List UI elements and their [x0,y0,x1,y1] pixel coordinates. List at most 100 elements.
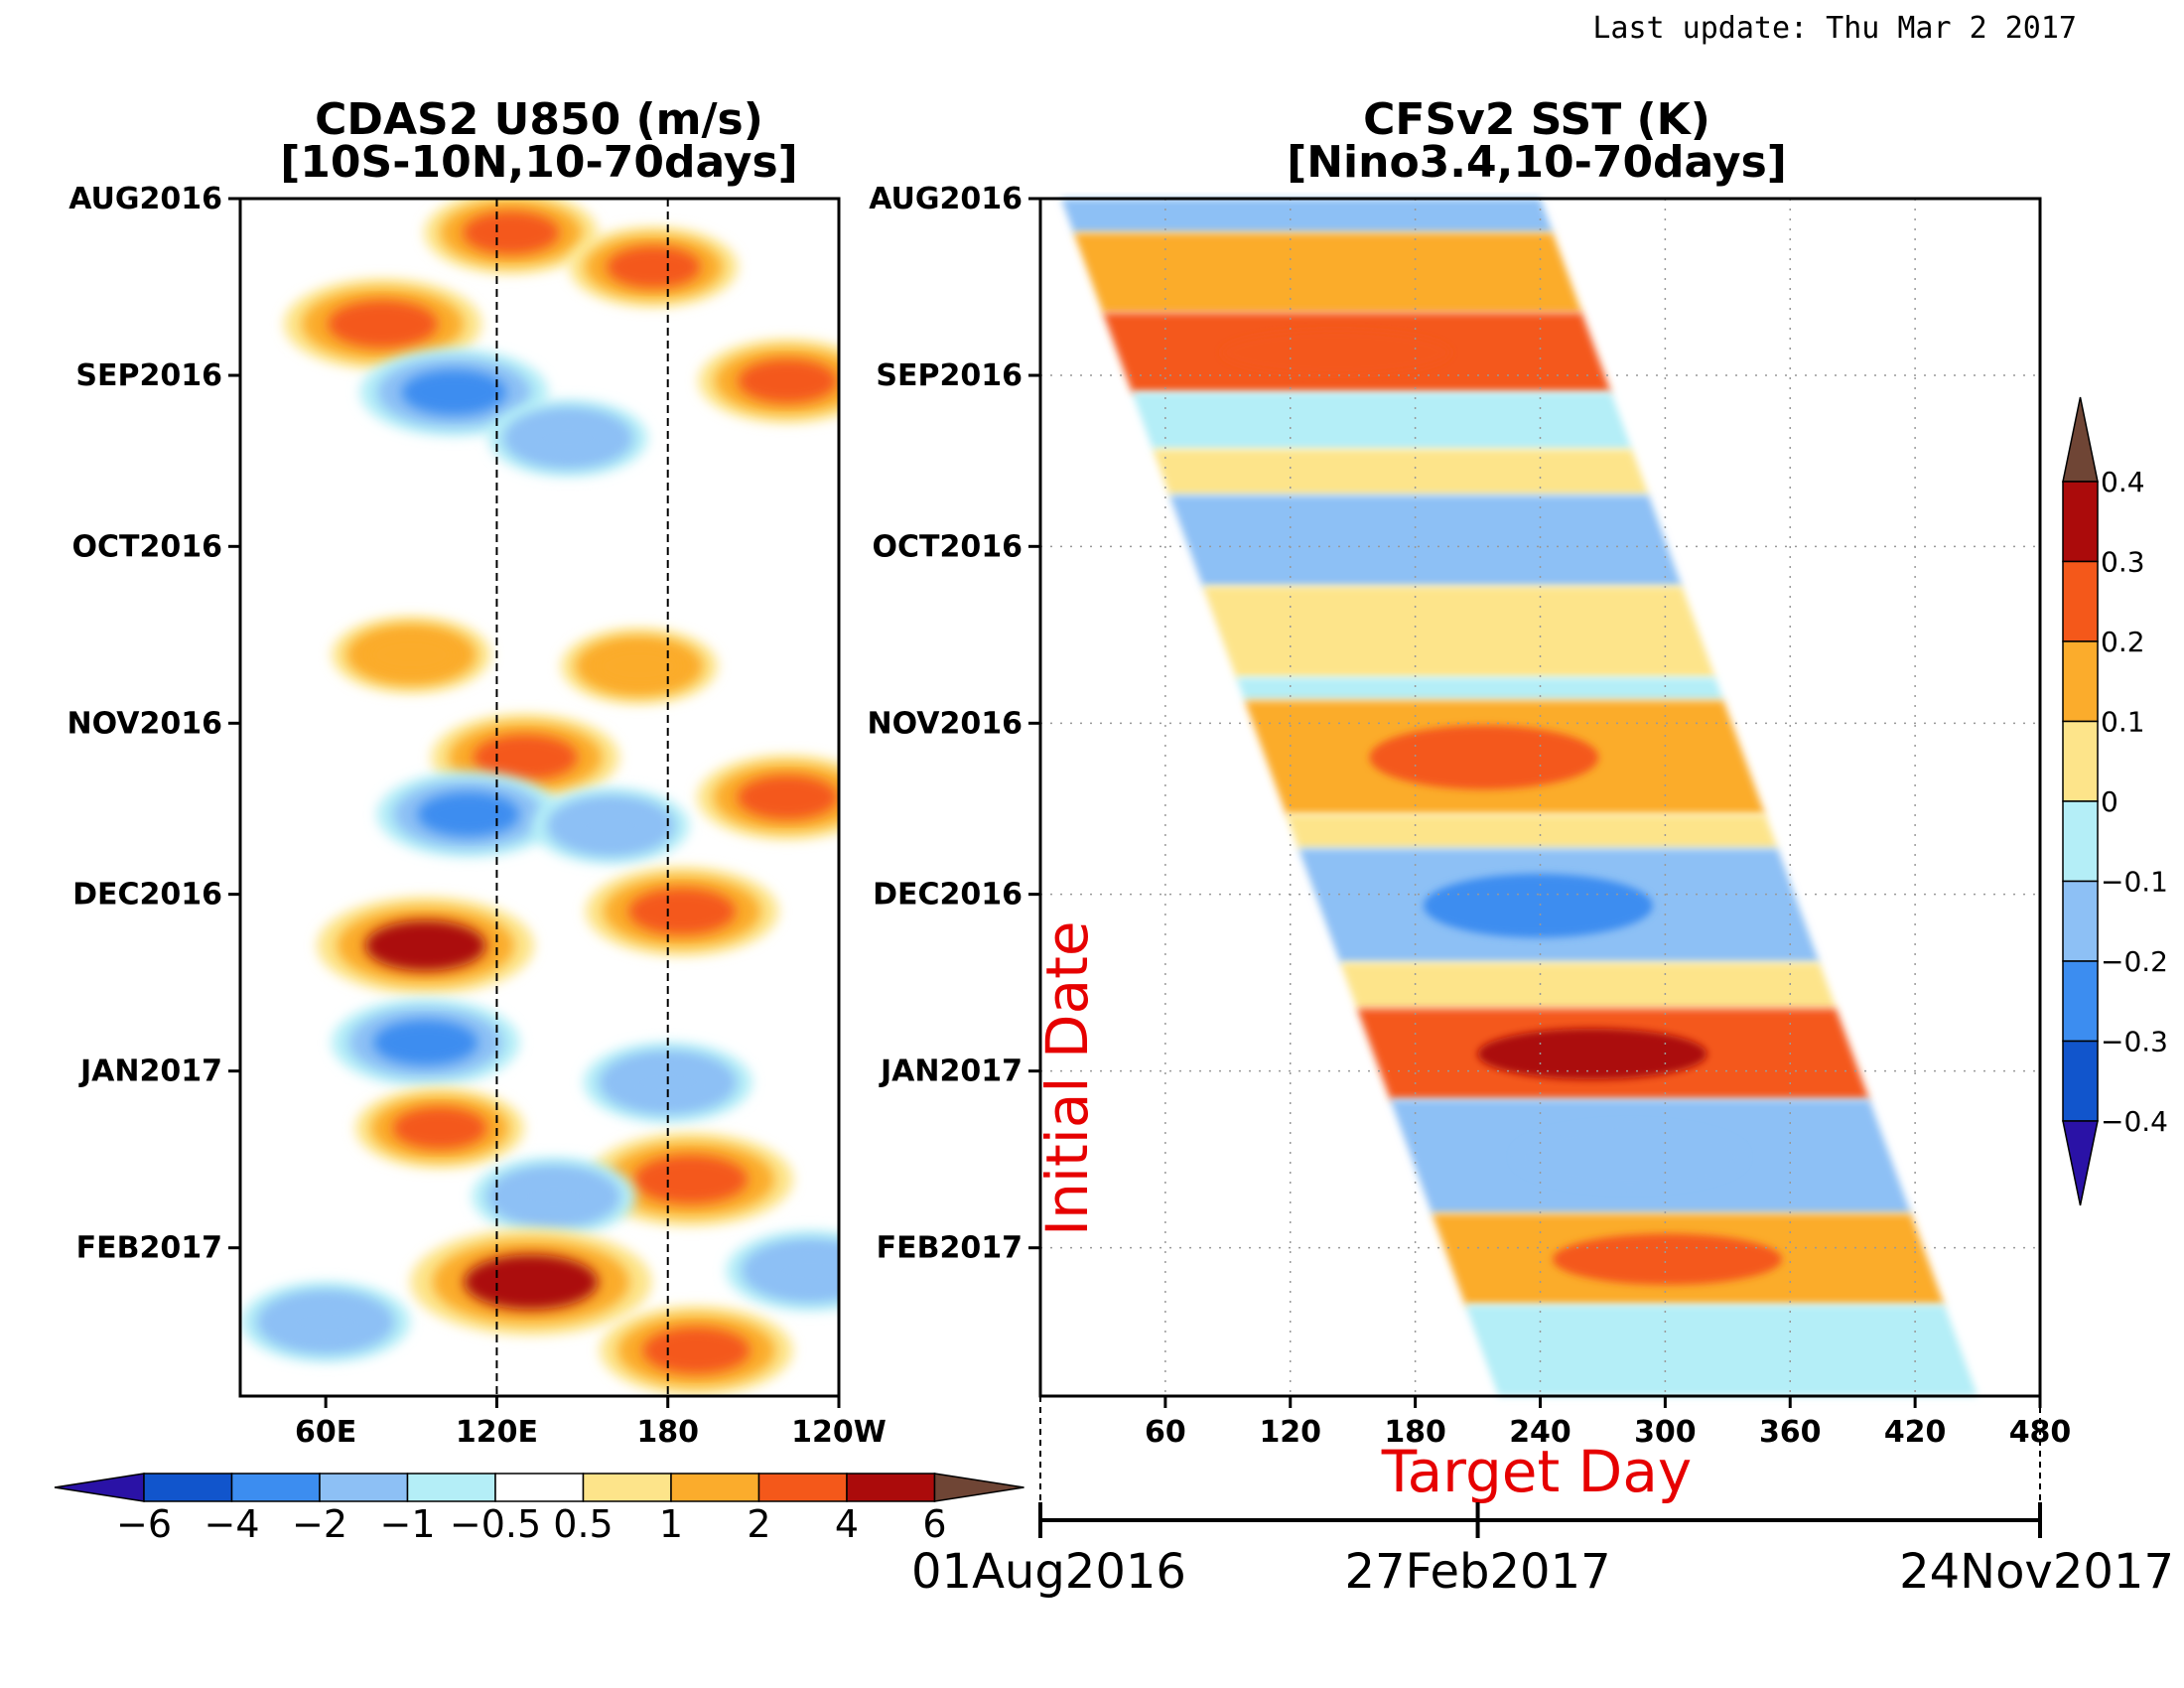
sst-band [1060,199,1554,233]
left-colorbar: −6 −4 −2 −1 −0.5 0.5 1 2 4 6 [54,1473,1024,1546]
x-tick-label: 240 [1509,1415,1571,1450]
sst-band-core [1369,725,1599,789]
left-panel: CDAS2 U850 (m/s) [10S-10N,10-70days] AUG… [54,94,1024,1546]
right-xlabel: Target Day [1381,1438,1692,1505]
colorbar-high-arrow [2062,396,2099,483]
colorbar-label: −0.5 [450,1502,541,1546]
anomaly-core [567,805,655,846]
colorbar-label: −4 [204,1502,259,1546]
colorbar-label: 0.2 [2101,626,2145,658]
anomaly-core [738,358,838,403]
colorbar-segment [406,1473,496,1502]
x-tick-label: 120W [791,1415,887,1450]
colorbar-label: 0.4 [2101,466,2145,498]
anomaly-core [507,1176,600,1217]
anomaly-core [763,1249,839,1292]
sst-band [1236,677,1724,701]
anomaly-core [417,791,520,837]
anomaly-core [642,1327,751,1374]
colorbar-segment [2062,960,2099,1043]
right-y-axis: AUG2016 SEP2016 OCT2016 NOV2016 DEC2016 JAN20… [867,182,1040,1266]
colorbar-segment [143,1473,233,1502]
sst-band [1286,814,1778,849]
sst-band [1169,494,1683,587]
colorbar-label: 0 [2101,785,2118,818]
sst-band [1464,1305,1979,1396]
anomaly-core [737,774,838,820]
x-tick-label: 60 [1145,1415,1186,1450]
x-tick-label: 420 [1884,1415,1947,1450]
colorbar-segment [670,1473,760,1502]
sst-band-core [1477,1028,1707,1080]
colorbar-label: 0.3 [2101,546,2145,579]
right-x-axis: 60 120 180 240 300 360 420 480 [1145,1396,2071,1450]
anomaly-core [633,1155,749,1204]
colorbar-label: 2 [747,1502,770,1546]
colorbar-label: −2 [292,1502,347,1546]
anomaly-core [596,646,683,686]
colorbar-segment [2062,720,2099,802]
y-tick-label: NOV2016 [867,706,1023,741]
colorbar-segment [2062,640,2099,723]
colorbar-label: 1 [659,1502,683,1546]
colorbar-label: 0.1 [2101,706,2145,739]
anomaly-core [628,888,737,935]
anomaly-core [523,418,613,459]
x-tick-label: 180 [636,1415,699,1450]
right-ylabel: Initial Date [1033,920,1101,1236]
x-tick-label: 360 [1759,1415,1822,1450]
y-tick-label: JAN2017 [78,1055,222,1089]
anomaly-core [463,211,560,254]
x-tick-label: 120 [1259,1415,1321,1450]
x-tick-label: 180 [1384,1415,1446,1450]
y-tick-label: NOV2016 [67,706,222,741]
sst-band-core [1424,873,1653,938]
sst-band [1340,962,1837,1009]
right-chart-title: CFSv2 SST (K) [1363,94,1710,145]
left-reference-lines [495,199,669,1396]
date-axis-label: 24Nov2017 [1899,1544,2174,1600]
colorbar-segment [582,1473,672,1502]
left-plot-frame [238,197,841,1398]
sst-band [1153,449,1649,495]
colorbar-low-arrow [54,1473,145,1502]
y-tick-label: FEB2017 [76,1231,222,1266]
anomaly-core [278,1301,373,1343]
y-tick-label: OCT2016 [873,529,1023,564]
colorbar-segment [2062,560,2099,642]
anomaly-core [328,300,438,349]
x-tick-label: 300 [1634,1415,1697,1450]
sst-band-core [1515,1124,1745,1189]
colorbar-segment [319,1473,409,1502]
anomaly-core [607,245,701,288]
colorbar-label: −0.2 [2101,945,2168,978]
colorbar-label: −0.3 [2101,1026,2168,1058]
colorbar-label: −0.4 [2101,1105,2168,1138]
sst-band [1132,392,1632,450]
right-date-axis: 01Aug2016 27Feb2017 24Nov2017 [911,1396,2174,1600]
colorbar-segment [757,1473,848,1502]
y-tick-label: DEC2016 [873,878,1023,913]
colorbar-label: −6 [116,1502,172,1546]
anomaly-core [473,735,578,780]
sst-band-core [1221,330,1451,375]
colorbar-segment [2062,880,2099,962]
left-y-axis: AUG2016 SEP2016 OCT2016 NOV2016 DEC2016 JAN20… [67,182,240,1266]
anomaly-core [401,369,507,416]
date-axis-label: 27Feb2017 [1344,1544,1610,1600]
y-tick-label: SEP2016 [876,358,1023,393]
colorbar-segment [494,1473,585,1502]
colorbar-segment [2062,481,2099,563]
colorbar-label: 4 [835,1502,859,1546]
right-heatmap-field [1060,199,1979,1396]
anomaly-core [392,1107,487,1150]
colorbar-segment [2062,1040,2099,1122]
sst-band-core [1553,1233,1782,1285]
left-x-axis: 60E 120E 180 120W [295,1396,887,1450]
anomaly-core [364,919,486,971]
right-chart-subtitle: [Nino3.4,10-70days] [1287,137,1787,188]
colorbar-segment [230,1473,321,1502]
sst-band [1073,232,1582,313]
y-tick-label: FEB2017 [877,1231,1023,1266]
